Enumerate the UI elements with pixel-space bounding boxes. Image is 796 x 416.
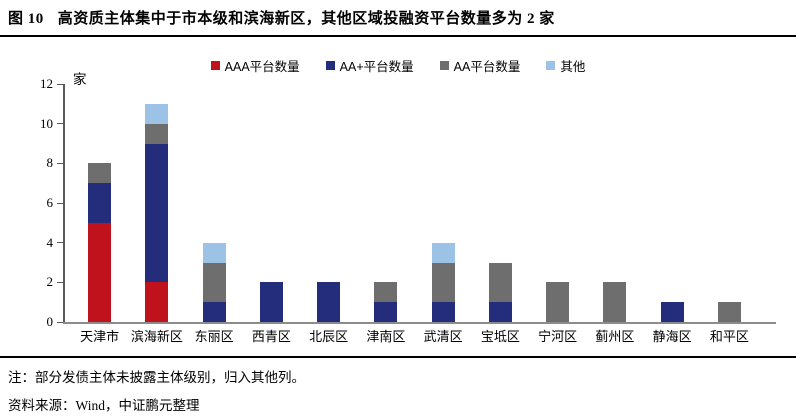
bar-segment: [374, 282, 398, 303]
bar-segment: [660, 302, 684, 322]
stacked-bar-西青区: [259, 282, 283, 322]
bars-row: 天津市 滨海新区 东丽区 西青区 北辰区 津南区 武清区 宝坻区 宁河区 蓟州区 静海区 和平区: [65, 84, 764, 344]
bar-slot-11: 和平区: [701, 84, 758, 344]
legend-marker-icon: [439, 61, 449, 70]
legend-label: 其他: [560, 60, 586, 74]
bar-segment: [603, 282, 627, 322]
figure-title-row: 图 10 高资质主体集中于市本级和滨海新区，其他区域投融资平台数量多为 2 家: [8, 7, 788, 28]
y-axis-tick: [57, 281, 63, 283]
bar-slot-3: 西青区: [243, 84, 300, 344]
stacked-bar-静海区: [660, 302, 684, 322]
bar-slot-4: 北辰区: [300, 84, 357, 344]
stacked-bar-宝坻区: [488, 262, 512, 322]
bar-segment: [145, 282, 169, 322]
x-axis-label: 北辰区: [309, 329, 349, 344]
stacked-bar-滨海新区: [145, 103, 169, 322]
y-axis-tick: [57, 321, 63, 323]
x-axis-label: 静海区: [652, 329, 692, 344]
legend-marker-icon: [210, 61, 220, 70]
legend-label: AA+平台数量: [339, 60, 414, 74]
legend-label: AA平台数量: [453, 60, 521, 74]
x-axis-label: 和平区: [709, 329, 749, 344]
bar-segment: [488, 262, 512, 303]
bar-segment: [145, 103, 169, 124]
legend-marker-icon: [325, 61, 335, 70]
bar-segment: [202, 302, 226, 322]
bar-slot-9: 蓟州区: [586, 84, 643, 344]
bar-slot-2: 东丽区: [186, 84, 243, 344]
y-axis-tick: [57, 83, 63, 85]
bar-segment: [145, 143, 169, 283]
bar-segment: [259, 282, 283, 322]
x-axis-label: 宁河区: [538, 329, 578, 344]
stacked-bar-武清区: [431, 242, 455, 322]
bar-segment: [374, 302, 398, 322]
bar-slot-10: 静海区: [644, 84, 701, 344]
figure-title: 高资质主体集中于市本级和滨海新区，其他区域投融资平台数量多为 2 家: [57, 11, 555, 27]
x-axis-label: 武清区: [423, 329, 463, 344]
y-axis-tick: [57, 242, 63, 244]
x-axis-label: 津南区: [366, 329, 406, 344]
bar-segment: [717, 302, 741, 322]
bar-segment: [431, 302, 455, 322]
y-axis-tick-label: 6: [46, 195, 54, 210]
bar-segment: [488, 302, 512, 322]
bar-segment: [88, 183, 112, 223]
stacked-bar-和平区: [717, 302, 741, 322]
chart-legend: AAA平台数量 AA+平台数量 AA平台数量 其他: [0, 56, 796, 75]
bar-slot-0: 天津市: [71, 84, 128, 344]
legend-item-2: AA平台数量: [439, 56, 521, 75]
y-axis-tick-label: 12: [40, 76, 53, 91]
stacked-bar-宁河区: [546, 282, 570, 322]
bar-slot-7: 宝坻区: [472, 84, 529, 344]
y-axis-tick: [57, 202, 63, 204]
bar-slot-6: 武清区: [415, 84, 472, 344]
legend-item-3: 其他: [546, 56, 585, 75]
title-divider-rule: [0, 35, 796, 37]
x-axis-label: 东丽区: [194, 329, 234, 344]
bar-segment: [431, 262, 455, 303]
x-axis-label: 宝坻区: [480, 329, 520, 344]
bar-segment: [88, 163, 112, 184]
stacked-bar-北辰区: [317, 282, 341, 322]
x-axis-label: 天津市: [80, 329, 120, 344]
figure-number-label: 图 10: [8, 11, 44, 27]
legend-marker-icon: [546, 61, 556, 70]
bar-slot-5: 津南区: [357, 84, 414, 344]
y-axis-tick-label: 4: [46, 234, 54, 250]
bar-segment: [431, 242, 455, 263]
bar-segment: [546, 282, 570, 322]
y-axis-unit-label: 家: [73, 72, 87, 87]
stacked-bar-天津市: [88, 163, 112, 322]
stacked-bar-津南区: [374, 282, 398, 322]
bar-segment: [317, 282, 341, 322]
bar-segment: [202, 242, 226, 263]
bar-slot-1: 滨海新区: [128, 84, 185, 344]
bar-slot-8: 宁河区: [529, 84, 586, 344]
legend-label: AAA平台数量: [224, 60, 300, 74]
stacked-bar-蓟州区: [603, 282, 627, 322]
y-axis-tick-label: 8: [46, 155, 54, 171]
legend-item-0: AAA平台数量: [210, 56, 300, 75]
bar-segment: [202, 262, 226, 303]
y-axis-tick-label: 0: [46, 314, 54, 329]
y-axis-tick-label: 10: [40, 115, 53, 131]
stacked-bar-东丽区: [202, 242, 226, 322]
y-axis-tick: [57, 123, 63, 125]
bar-segment: [145, 123, 169, 144]
bar-segment: [88, 222, 112, 322]
footnote: 注：部分发债主体未披露主体级别，归入其他列。: [8, 370, 305, 385]
bar-chart-plot-area: 家 天津市 滨海新区 东丽区 西青区 北辰区 津南区 武清区 宝坻区 宁河区 蓟州区 静海区 和平区 …: [40, 72, 776, 344]
y-axis-tick: [57, 162, 63, 164]
x-axis-label: 滨海新区: [130, 329, 183, 344]
x-axis-label: 蓟州区: [595, 329, 635, 344]
source-note: 资料来源：Wind，中证鹏元整理: [8, 398, 200, 413]
legend-item-1: AA+平台数量: [325, 56, 414, 75]
y-axis-tick-label: 2: [46, 274, 54, 290]
y-axis-line: [63, 84, 65, 322]
x-axis-label: 西青区: [251, 329, 291, 344]
footer-divider-rule: [0, 356, 796, 358]
x-axis-baseline: [63, 322, 776, 324]
